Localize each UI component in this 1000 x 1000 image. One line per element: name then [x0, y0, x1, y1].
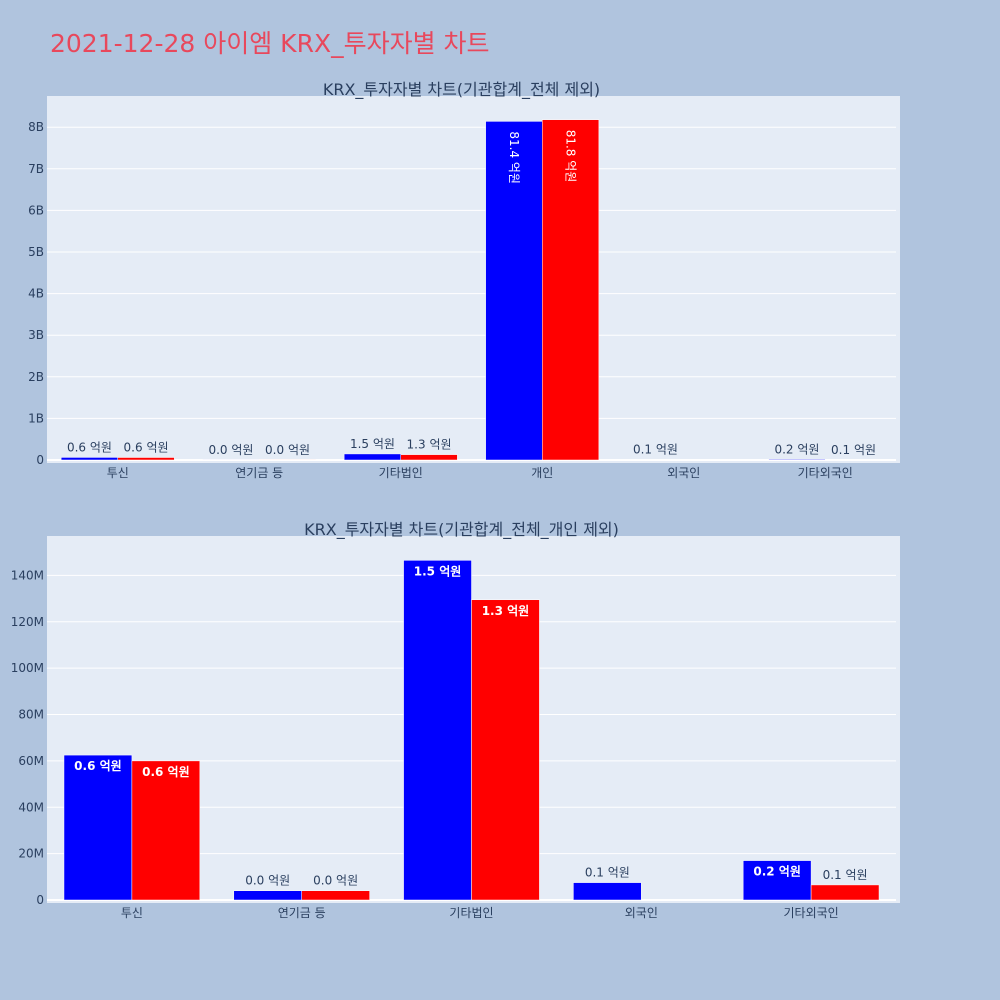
chart-title: KRX_투자자별 차트(기관합계_전체_개인 제외) [304, 520, 619, 540]
data-label: 0.0 억원 [245, 874, 290, 888]
y-tick-label: 0 [36, 453, 44, 467]
x-tick-label: 투신 [121, 906, 143, 920]
x-tick-label: 연기금 등 [278, 906, 326, 920]
y-tick-label: 8B [28, 120, 44, 134]
bar-series1 [485, 121, 543, 461]
data-label: 0.6 억원 [142, 765, 190, 779]
bar-series1 [573, 882, 642, 901]
bar-series1 [403, 560, 472, 901]
data-label: 0.1 억원 [585, 866, 630, 880]
bar-series2 [117, 457, 175, 461]
data-label: 0.1 억원 [823, 868, 868, 882]
bar-series1 [343, 453, 401, 461]
y-tick-label: 0 [36, 893, 44, 907]
x-tick-label: 개인 [531, 466, 553, 480]
data-label: 1.5 억원 [350, 437, 395, 451]
y-tick-label: 5B [28, 245, 44, 259]
data-label: 0.6 억원 [124, 441, 169, 455]
bar-series2 [301, 890, 370, 901]
data-label: 1.3 억원 [482, 604, 530, 618]
y-tick-label: 3B [28, 328, 44, 342]
bar-series1 [233, 890, 302, 901]
data-label: 0.2 억원 [774, 442, 819, 456]
bar-series2 [471, 599, 540, 901]
data-label: 0.0 억원 [313, 874, 358, 888]
chart-excluding-institution-total: 0 1B 2B 3B 4B 5B 6B 7B 8B KRX_투자자별 차트(기관합계_전체 제외)… [28, 80, 900, 480]
x-tick-label: 기타외국인 [798, 466, 853, 480]
y-tick-label: 1B [28, 411, 44, 425]
bar-series1 [63, 754, 133, 901]
bar-series1 [742, 860, 812, 901]
data-label: 0.0 억원 [208, 443, 253, 457]
bar-series1 [768, 459, 826, 461]
data-label: 81.4 억원 [507, 131, 521, 184]
chart-title: KRX_투자자별 차트(기관합계_전체 제외) [323, 80, 600, 100]
y-tick-label: 140M [11, 568, 44, 582]
chart-excluding-institution-total-and-individual: 0 20M 40M 60M 80M 100M 120M 140M KRX_투자자별 차트(기관합… [11, 520, 900, 920]
bar-series2 [400, 454, 458, 461]
bar-series2 [131, 760, 201, 901]
y-tick-label: 4B [28, 287, 44, 301]
plot-area [47, 96, 900, 463]
x-tick-label: 외국인 [667, 466, 700, 480]
data-label: 1.5 억원 [414, 564, 462, 578]
y-tick-label: 120M [11, 615, 44, 629]
y-tick-label: 6B [28, 203, 44, 217]
data-label: 81.8 억원 [564, 130, 578, 183]
y-tick-label: 40M [18, 800, 44, 814]
x-tick-label: 외국인 [625, 906, 658, 920]
data-label: 0.6 억원 [74, 759, 122, 773]
x-tick-label: 기타법인 [379, 466, 423, 480]
page-title: 2021-12-28 아이엠 KRX_투자자별 차트 [50, 29, 490, 58]
x-tick-label: 투신 [107, 466, 129, 480]
bar-series2 [810, 884, 880, 901]
data-label: 0.2 억원 [753, 865, 801, 879]
y-tick-label: 2B [28, 370, 44, 384]
x-tick-label: 기타외국인 [783, 906, 838, 920]
x-tick-label: 기타법인 [449, 906, 493, 920]
y-tick-label: 80M [18, 708, 44, 722]
bar-series1 [60, 457, 118, 461]
bar-series2 [542, 119, 600, 461]
y-tick-label: 60M [18, 754, 44, 768]
y-tick-label: 20M [18, 847, 44, 861]
y-tick-label: 7B [28, 162, 44, 176]
y-tick-label: 100M [11, 661, 44, 675]
x-tick-label: 연기금 등 [235, 466, 283, 480]
data-label: 0.6 억원 [67, 440, 112, 454]
data-label: 0.1 억원 [633, 443, 678, 457]
data-label: 0.0 억원 [265, 443, 310, 457]
data-label: 1.3 억원 [407, 438, 452, 452]
data-label: 0.1 억원 [831, 443, 876, 457]
